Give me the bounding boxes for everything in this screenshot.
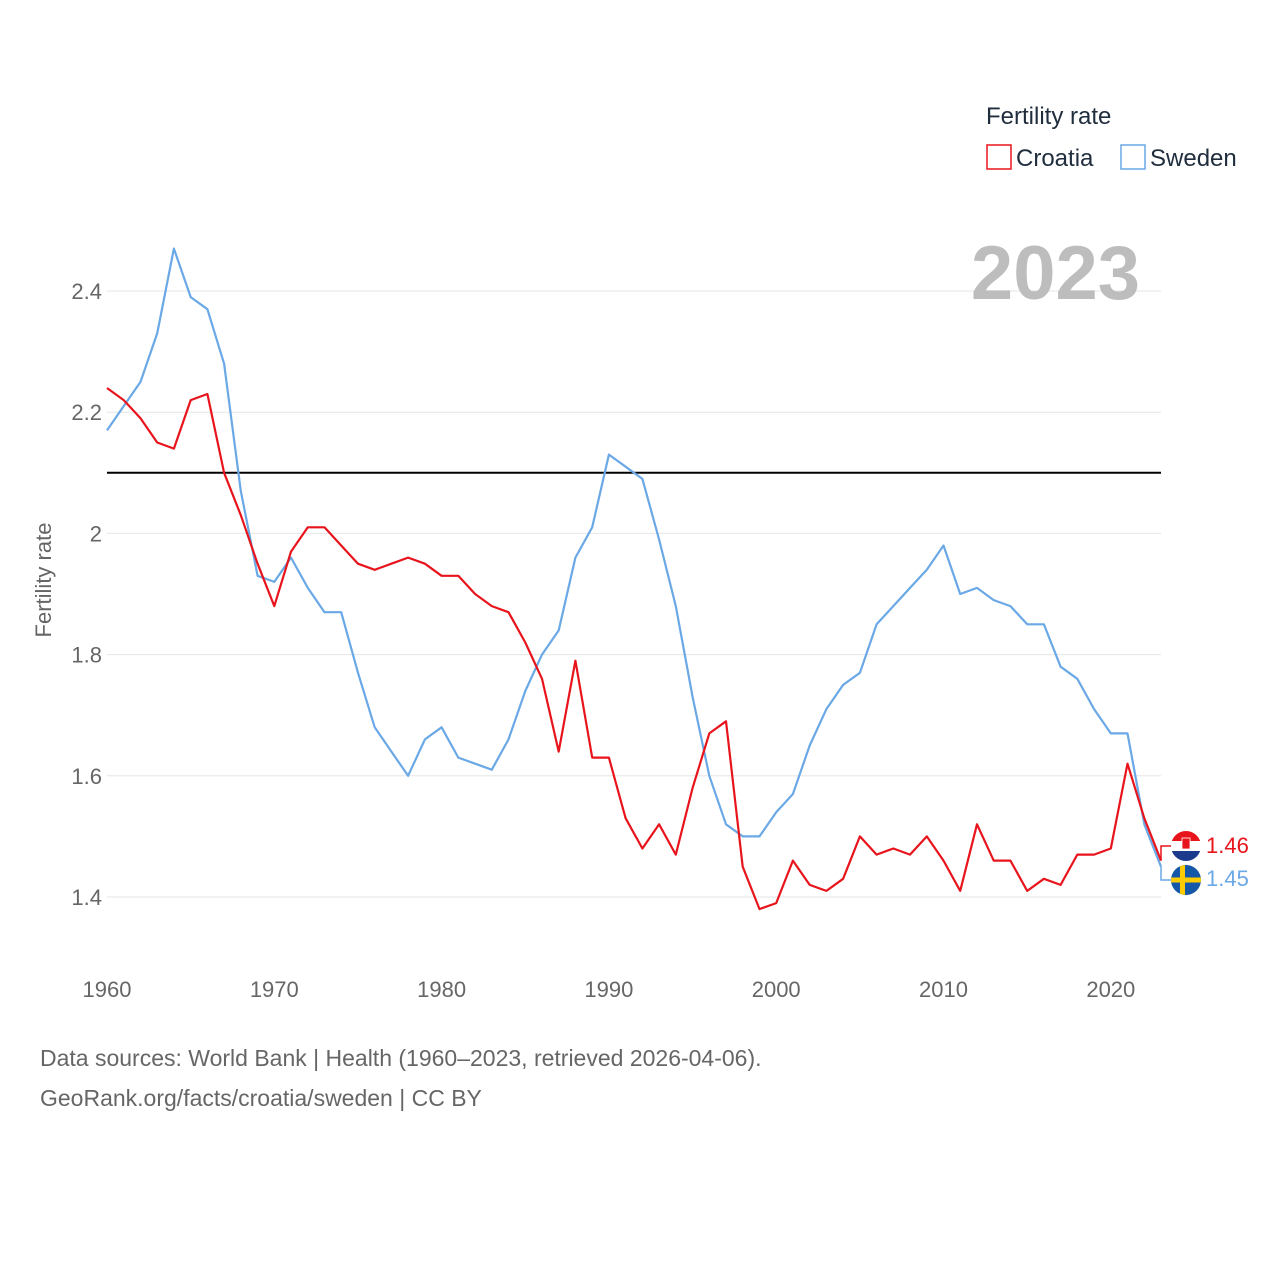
y-tick-label: 1.8 xyxy=(71,643,102,668)
x-tick-label: 1960 xyxy=(83,977,132,1002)
footer-sources: Data sources: World Bank | Health (1960–… xyxy=(40,1045,762,1071)
end-marker-croatia: 1.46 xyxy=(1160,831,1249,861)
legend-label-sweden: Sweden xyxy=(1150,145,1237,172)
sweden-end-value: 1.45 xyxy=(1206,866,1249,891)
legend-item-sweden[interactable]: Sweden xyxy=(1120,144,1237,172)
y-axis-label: Fertility rate xyxy=(31,523,56,638)
y-tick-label: 1.6 xyxy=(71,764,102,789)
x-axis-ticks: 1960 1970 1980 1990 2000 2010 2020 xyxy=(83,977,1136,1002)
y-tick-label: 1.4 xyxy=(71,885,102,910)
x-tick-label: 1990 xyxy=(584,977,633,1002)
y-tick-label: 2.4 xyxy=(71,279,102,304)
footer-attribution: GeoRank.org/facts/croatia/sweden | CC BY xyxy=(40,1085,482,1111)
x-tick-label: 2020 xyxy=(1086,977,1135,1002)
y-tick-label: 2 xyxy=(90,521,102,546)
y-tick-label: 2.2 xyxy=(71,400,102,425)
legend: Fertility rate Croatia Sweden xyxy=(986,103,1237,172)
x-tick-label: 2000 xyxy=(752,977,801,1002)
series-line-croatia xyxy=(106,387,1163,911)
y-axis-ticks: 1.4 1.6 1.8 2 2.2 2.4 xyxy=(71,279,102,910)
x-tick-label: 1970 xyxy=(250,977,299,1002)
legend-swatch-sweden xyxy=(1120,144,1146,170)
legend-item-croatia[interactable]: Croatia xyxy=(986,144,1094,172)
legend-label-croatia: Croatia xyxy=(1016,145,1094,172)
x-tick-label: 2010 xyxy=(919,977,968,1002)
year-label: 2023 xyxy=(971,231,1140,316)
legend-title: Fertility rate xyxy=(986,103,1111,130)
sweden-flag-icon xyxy=(1171,865,1201,895)
x-tick-label: 1980 xyxy=(417,977,466,1002)
gridlines xyxy=(107,290,1161,898)
croatia-flag-icon xyxy=(1171,831,1201,861)
series-line-sweden xyxy=(106,247,1163,868)
croatia-end-value: 1.46 xyxy=(1206,833,1249,858)
end-marker-sweden: 1.45 xyxy=(1160,865,1249,895)
legend-swatch-croatia xyxy=(986,144,1012,170)
series-lines xyxy=(106,247,1163,911)
